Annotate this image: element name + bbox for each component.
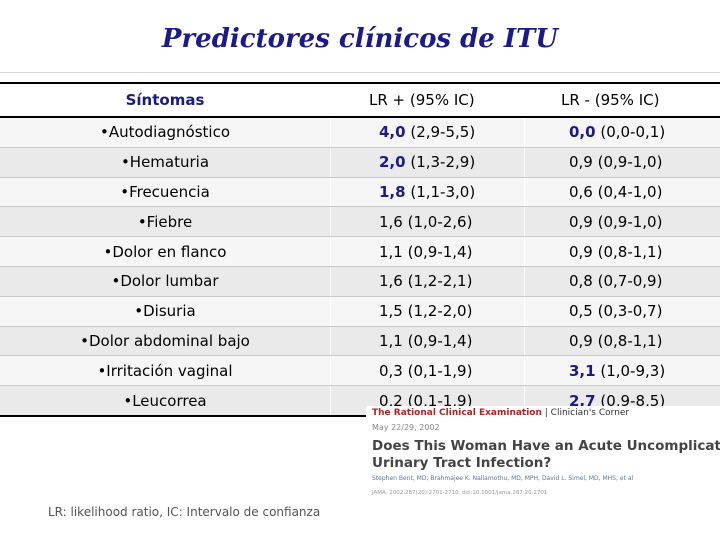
header-lr-positive: LR + (95% IC): [330, 82, 525, 118]
symptom-cell: •Dolor lumbar: [0, 266, 331, 297]
lr-negative-ci: (0,8-1,1): [592, 242, 663, 261]
journal-section: | Clinician's Corner: [544, 408, 630, 418]
table-row: •Fiebre 1,6 (1,0-2,6) 0,9 (0,9-1,0): [0, 206, 720, 238]
footnote: LR: likelihood ratio, IC: Intervalo de c…: [48, 505, 321, 519]
lr-negative-cell: 0,6 (0,4-1,0): [524, 177, 720, 208]
lr-negative-ci: (1,0-9,3): [595, 361, 666, 380]
lr-positive-ci: (1,3-2,9): [405, 153, 476, 172]
symptom-cell: •Dolor abdominal bajo: [0, 326, 331, 357]
lr-negative-ci: (0,9-1,0): [592, 212, 663, 231]
lr-negative-ci: (0,4-1,0): [592, 182, 663, 201]
lr-negative-cell: 0,9 (0,8-1,1): [524, 326, 720, 357]
lr-negative-cell: 0,5 (0,3-0,7): [524, 296, 720, 327]
lr-positive-ci: (1,2-2,0): [402, 302, 473, 321]
lr-negative-value: 0,6: [569, 182, 593, 201]
article-title: Does This Woman Have an Acute Uncomplica…: [372, 438, 720, 472]
lr-negative-cell: 0,0 (0,0-0,1): [524, 117, 720, 148]
lr-negative-ci: (0,3-0,7): [592, 302, 663, 321]
lr-positive-value: 1,5: [379, 302, 403, 321]
lr-positive-ci: (1,2-2,1): [402, 272, 473, 291]
lr-positive-value: 1,1: [379, 242, 403, 261]
lr-positive-ci: (0,9-1,4): [402, 331, 473, 350]
table-header-row: Síntomas LR + (95% IC) LR - (95% IC): [0, 82, 720, 118]
title-bar: Predictores clínicos de ITU: [0, 0, 720, 73]
lr-negative-ci: (0,7-0,9): [592, 272, 663, 291]
lr-negative-ci: (0,8-1,1): [592, 331, 663, 350]
table-row: •Autodiagnóstico 4,0 (2,9-5,5) 0,0 (0,0-0,…: [0, 117, 720, 148]
article-authors: Stephen Bent, MD; Brahmajee K. Nallamoth…: [372, 475, 634, 482]
lr-positive-value: 1,8: [379, 182, 406, 201]
journal-name: The Rational Clinical Examination: [372, 408, 542, 418]
lr-positive-cell: 2,0 (1,3-2,9): [330, 147, 525, 178]
lr-negative-cell: 0,8 (0,7-0,9): [524, 266, 720, 297]
table-row: •Hematuria 2,0 (1,3-2,9) 0,9 (0,9-1,0): [0, 147, 720, 178]
lr-positive-cell: 1,1 (0,9-1,4): [330, 326, 525, 357]
table-row: •Dolor lumbar 1,6 (1,2-2,1) 0,8 (0,7-0,9): [0, 266, 720, 297]
lr-positive-value: 1,6: [379, 212, 403, 231]
lr-negative-value: 0,8: [569, 272, 593, 291]
lr-negative-value: 0,9: [569, 212, 593, 231]
symptom-cell: •Disuria: [0, 296, 331, 327]
symptom-cell: •Leucorrea: [0, 385, 331, 417]
table-row: •Dolor en flanco 1,1 (0,9-1,4) 0,9 (0,8-1,…: [0, 236, 720, 267]
lr-positive-ci: (0,1-1,9): [402, 391, 473, 410]
lr-positive-cell: 1,6 (1,0-2,6): [330, 206, 525, 238]
lr-negative-ci: (0,9-1,0): [592, 153, 663, 172]
lr-negative-value: 2,7: [569, 391, 596, 410]
article-title-line1: Does This Woman Have an Acute Uncomplica…: [372, 438, 720, 454]
lr-negative-value: 0,0: [569, 123, 596, 142]
lr-negative-value: 0,5: [569, 302, 593, 321]
symptom-cell: •Hematuria: [0, 147, 331, 178]
lr-positive-cell: 1,1 (0,9-1,4): [330, 236, 525, 267]
symptom-cell: •Irritación vaginal: [0, 355, 331, 387]
lr-negative-value: 0,9: [569, 331, 593, 350]
article-date: May 22/29, 2002: [372, 423, 440, 432]
lr-negative-cell: 0,9 (0,9-1,0): [524, 206, 720, 238]
article-title-line2: Urinary Tract Infection?: [372, 455, 552, 471]
lr-positive-value: 0,2: [379, 391, 403, 410]
lr-negative-value: 0,9: [569, 242, 593, 261]
lr-positive-cell: 1,6 (1,2-2,1): [330, 266, 525, 297]
lr-positive-cell: 1,5 (1,2-2,0): [330, 296, 525, 327]
symptom-cell: •Autodiagnóstico: [0, 117, 331, 148]
symptom-cell: •Frecuencia: [0, 177, 331, 208]
lr-positive-ci: (2,9-5,5): [405, 123, 476, 142]
lr-positive-ci: (1,1-3,0): [405, 182, 476, 201]
article-thumbnail: The Rational Clinical Examination | Clin…: [366, 406, 720, 526]
lr-positive-ci: (1,0-2,6): [402, 212, 473, 231]
lr-negative-cell: 3,1 (1,0-9,3): [524, 355, 720, 387]
lr-positive-cell: 0,3 (0,1-1,9): [330, 355, 525, 387]
lr-positive-cell: 4,0 (2,9-5,5): [330, 117, 525, 148]
article-reference: JAMA. 2002;287(20):2701-2710. doi:10.100…: [372, 490, 548, 496]
lr-negative-ci: (0,0-0,1): [595, 123, 666, 142]
symptom-cell: •Dolor en flanco: [0, 236, 331, 267]
lr-positive-value: 1,6: [379, 272, 403, 291]
lr-negative-cell: 0,9 (0,8-1,1): [524, 236, 720, 267]
lr-positive-value: 0,3: [379, 361, 403, 380]
journal-header: The Rational Clinical Examination | Clin…: [372, 408, 629, 418]
lr-negative-value: 0,9: [569, 153, 593, 172]
symptom-cell: •Fiebre: [0, 206, 331, 238]
lr-positive-value: 1,1: [379, 331, 403, 350]
table-row: •Disuria 1,5 (1,2-2,0) 0,5 (0,3-0,7): [0, 296, 720, 327]
header-symptoms: Síntomas: [0, 82, 331, 118]
lr-positive-value: 4,0: [379, 123, 406, 142]
predictors-table: Síntomas LR + (95% IC) LR - (95% IC) •Au…: [0, 82, 720, 417]
table-row: •Irritación vaginal 0,3 (0,1-1,9) 3,1 (1,0…: [0, 355, 720, 387]
table-row: •Dolor abdominal bajo 1,1 (0,9-1,4) 0,9 (0…: [0, 326, 720, 357]
lr-positive-cell: 1,8 (1,1-3,0): [330, 177, 525, 208]
slide-title: Predictores clínicos de ITU: [161, 24, 559, 54]
lr-positive-ci: (0,9-1,4): [402, 242, 473, 261]
lr-negative-value: 3,1: [569, 361, 596, 380]
header-lr-negative: LR - (95% IC): [524, 82, 720, 118]
lr-positive-value: 2,0: [379, 153, 406, 172]
lr-negative-ci: (0,9-8,5): [595, 391, 666, 410]
lr-positive-ci: (0,1-1,9): [402, 361, 473, 380]
lr-negative-cell: 0,9 (0,9-1,0): [524, 147, 720, 178]
table-row: •Frecuencia 1,8 (1,1-3,0) 0,6 (0,4-1,0): [0, 177, 720, 208]
